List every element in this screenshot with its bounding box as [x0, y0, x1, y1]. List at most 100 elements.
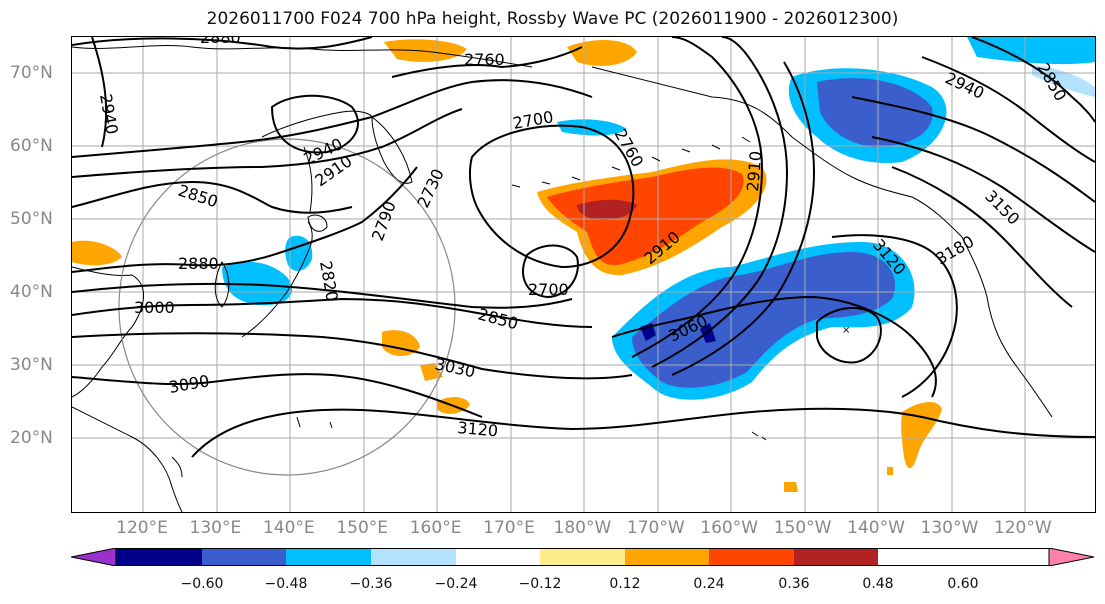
contour-3030-band [72, 332, 633, 380]
contour-3120-east [831, 234, 958, 398]
contour-3000-band [72, 297, 593, 328]
contour-2880-top [72, 37, 373, 50]
lon-label: 130°E [189, 518, 242, 538]
contour-2700-ring [468, 124, 635, 269]
contour-label-2790: 2790 [368, 199, 400, 244]
contour-label-2700-south: 2700 [528, 280, 569, 299]
colorbar-bin [540, 548, 625, 566]
contour-label-3090: 3090 [167, 371, 210, 397]
shade-orange-east [901, 401, 942, 469]
shade-orange-small-1 [382, 330, 420, 356]
colorbar-bin [794, 548, 878, 566]
colorbar-tick-label: −0.24 [434, 576, 478, 592]
contour-label-2730: 2730 [413, 166, 447, 211]
contour-trough-east-2 [871, 136, 1095, 253]
shade-orange-tiny-2 [887, 467, 893, 475]
colorbar-bin [625, 548, 709, 566]
colorbar-tick-label: −0.12 [518, 576, 562, 592]
coast-sakhalin [303, 146, 313, 213]
contour-2880-band [72, 166, 418, 273]
shade-red-pacific [547, 167, 744, 266]
contour-trough-east-4 [921, 56, 1095, 163]
colorbar-tick-label: 0.36 [778, 576, 810, 592]
colorbar-bin [116, 548, 202, 566]
reference-circle [118, 138, 456, 476]
contour-label-2760-east: 2760 [611, 126, 648, 171]
contour-central-ridge-2 [651, 37, 789, 368]
contour-trough-east-1 [851, 96, 1095, 203]
shade-blue-bering [557, 119, 627, 136]
shade-blue-japan-north [285, 235, 313, 271]
colorbar-tick-label: −0.48 [264, 576, 308, 592]
colorbar-bin [709, 548, 794, 566]
low-center-marker: × [842, 325, 850, 336]
colorbar [71, 548, 1094, 566]
colorbar-tick-label: −0.60 [180, 576, 224, 592]
lon-label: 170°E [483, 518, 535, 538]
lat-label: 20°N [10, 428, 53, 448]
contour-central-ridge-3 [671, 61, 816, 376]
coast-north-america-west [961, 236, 1053, 418]
map-panel: 2880 2760 2940 2700 2760 2940 2910 2730 … [71, 36, 1096, 513]
lon-label: 140°W [847, 518, 905, 538]
colorbar-tick-label: 0.12 [609, 576, 641, 592]
lon-label: 150°E [336, 518, 389, 538]
coast-alaska [591, 66, 963, 238]
coast-islands [171, 416, 767, 478]
contour-3120-band [191, 407, 1095, 458]
coast-aleutians [511, 136, 751, 188]
contour-2760-north [391, 46, 583, 78]
shade-orange-tiny-1 [784, 482, 798, 492]
shade-blue-arctic-ne [967, 37, 1095, 65]
lat-label: 40°N [10, 282, 53, 302]
contour-3060-band [611, 295, 937, 398]
contour-trough-east-3 [891, 166, 1073, 308]
contour-label-3120-south: 3120 [457, 418, 499, 440]
shade-orange-west [72, 240, 122, 266]
graticule [72, 37, 1095, 512]
coast-korea [214, 261, 230, 308]
coast-japan [241, 221, 313, 338]
contour-3090-band [72, 373, 483, 418]
contour-2940-west [91, 37, 108, 148]
lon-label: 120°E [116, 518, 168, 538]
contour-label-2850-south: 2850 [476, 305, 520, 334]
contour-label-2880: 2880 [178, 254, 219, 273]
colorbar-bin [202, 548, 286, 566]
shade-darkblue-pacific [632, 252, 896, 388]
coast-china-south [72, 406, 183, 512]
colorbar-outline [115, 548, 1050, 566]
coast-okhotsk [261, 110, 373, 138]
colorbar-tick-label: 0.60 [947, 576, 979, 592]
lat-label: 50°N [10, 209, 53, 229]
coast-kamchatka [371, 115, 413, 184]
contour-low-siberia [270, 94, 359, 154]
coast-hokkaido [307, 214, 328, 232]
colorbar-extend-max [1048, 548, 1094, 566]
lon-label: 120°W [993, 518, 1052, 538]
figure-title: 2026011700 F024 700 hPa height, Rossby W… [206, 9, 899, 29]
contour-label-2760: 2760 [464, 50, 505, 69]
contour-2940-band-a [72, 79, 593, 158]
contour-low-pacific-east [816, 306, 882, 364]
contour-label-2700-north: 2700 [511, 107, 554, 133]
lon-label: 140°E [262, 518, 315, 538]
lat-label: 60°N [10, 136, 53, 156]
colorbar-bin [371, 548, 456, 566]
shade-darkred-pacific [577, 199, 637, 220]
colorbar-bin [456, 548, 540, 566]
shade-blue-japan [222, 261, 293, 306]
contour-2910-band [72, 108, 463, 178]
colorbar-tick-label: 0.48 [862, 576, 894, 592]
shade-darkblue-alaska [817, 78, 933, 147]
contour-label-3000: 3000 [134, 298, 175, 317]
anomaly-shading [72, 37, 1095, 492]
colorbar-tick-label: 0.24 [693, 576, 725, 592]
lon-label: 160°E [409, 518, 462, 538]
lon-label: 160°W [700, 518, 759, 538]
lon-label: 130°W [920, 518, 979, 538]
shade-navy-pacific [640, 323, 716, 343]
contour-label-2940-west: 2940 [96, 92, 122, 135]
contour-label-2910-c: 2910 [743, 150, 765, 192]
contour-label-3180: 3180 [933, 232, 978, 269]
